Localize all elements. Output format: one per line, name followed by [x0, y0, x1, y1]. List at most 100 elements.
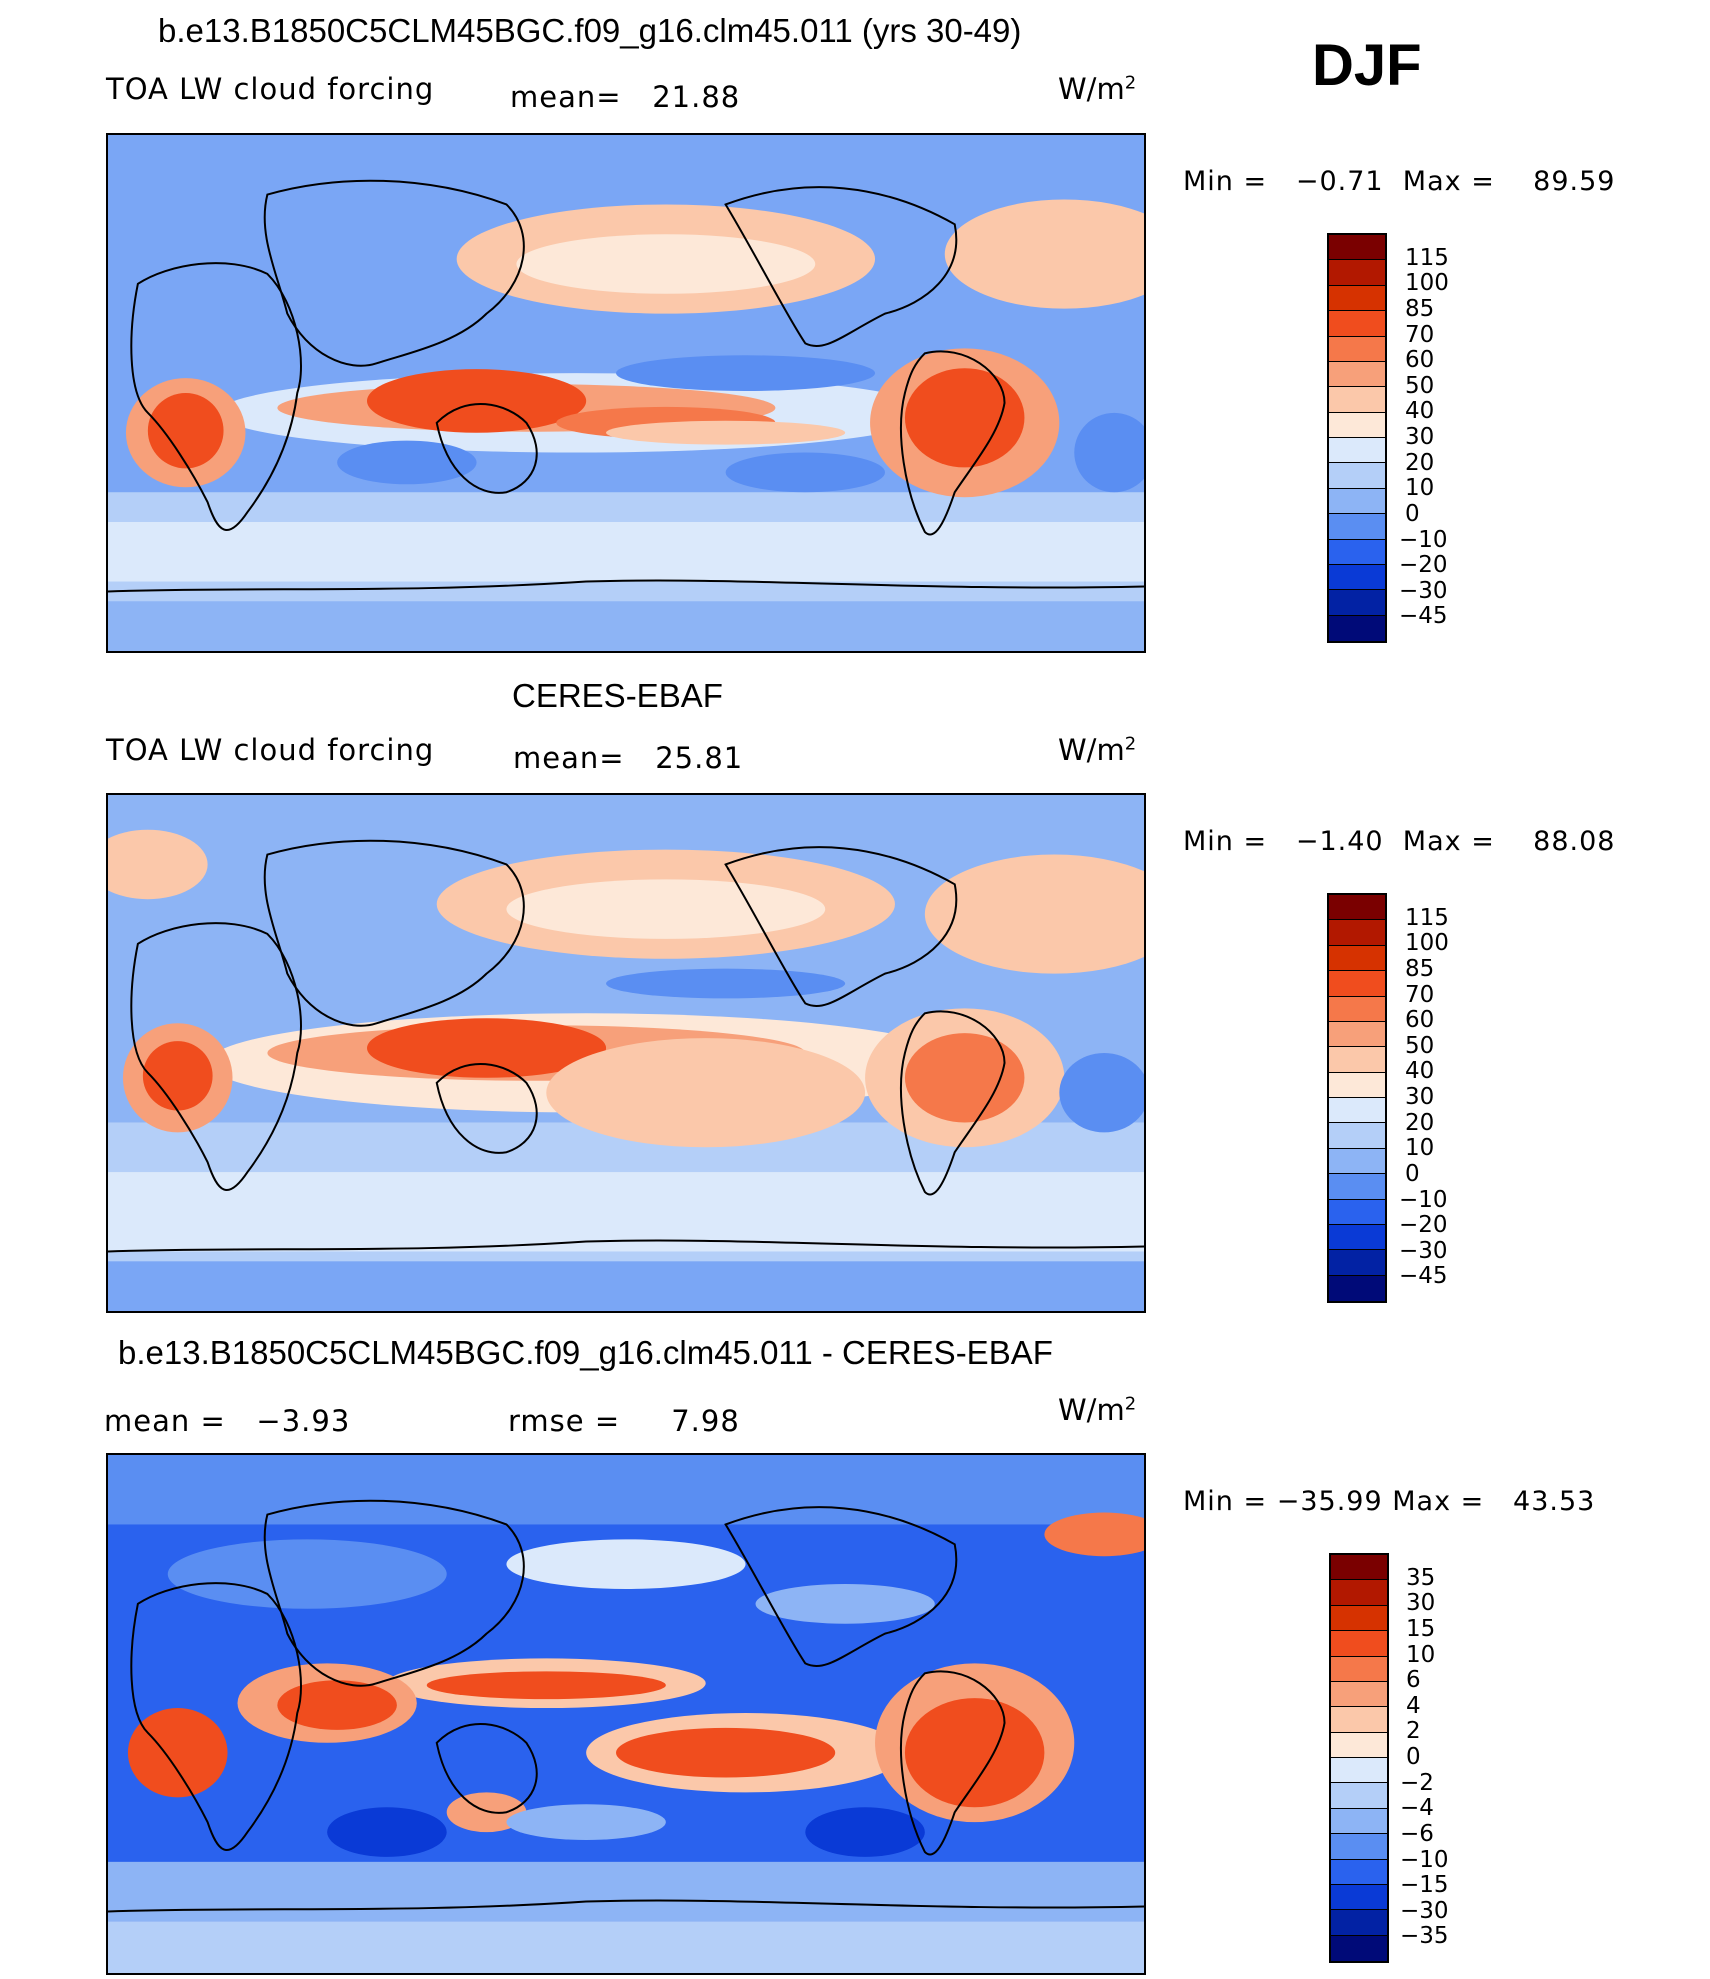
colorbar-swatch [1329, 996, 1385, 1022]
colorbar-swatch [1331, 1935, 1387, 1961]
colorbar-swatch [1331, 1681, 1387, 1708]
colorbar-label: 70 [1405, 981, 1435, 1008]
colorbar-swatch [1329, 260, 1385, 286]
panel1-mean: mean= 21.88 [510, 80, 740, 114]
rmse-value: 7.98 [671, 1404, 740, 1438]
colorbar-label: 30 [1406, 1590, 1436, 1617]
max-label: Max = [1402, 826, 1495, 857]
colorbar-swatch [1329, 336, 1385, 362]
colorbar-label: −45 [1399, 1263, 1448, 1290]
colorbar-swatch [1331, 1910, 1387, 1936]
colorbar-label: −10 [1400, 1846, 1449, 1873]
colorbar-swatch [1331, 1732, 1387, 1758]
max-value: 43.53 [1513, 1486, 1596, 1517]
colorbar-swatch [1329, 285, 1385, 312]
colorbar-label: −30 [1399, 1237, 1448, 1264]
panel1-minmax: Min = −0.71 Max = 89.59 [1183, 166, 1615, 197]
units-exponent: 2 [1124, 733, 1137, 755]
colorbar-label: −20 [1399, 552, 1448, 579]
colorbar-label: 60 [1405, 1007, 1435, 1034]
max-label: Max = [1402, 166, 1495, 197]
colorbar-swatch [1331, 1631, 1387, 1657]
colorbar-label: 0 [1406, 1744, 1421, 1770]
panel2-map [106, 793, 1146, 1313]
colorbar-label: 115 [1405, 904, 1449, 931]
panel3-mean: mean = −3.93 [104, 1404, 350, 1438]
colorbar-swatch [1331, 1605, 1387, 1632]
colorbar-swatch [1329, 1174, 1385, 1200]
max-value: 88.08 [1533, 826, 1616, 857]
colorbar-label: −20 [1399, 1212, 1448, 1239]
colorbar-swatch [1329, 1098, 1385, 1124]
colorbar-swatch [1329, 463, 1385, 489]
colorbar-label: 30 [1405, 1084, 1435, 1110]
units-exponent: 2 [1124, 1393, 1137, 1415]
colorbar-swatch [1329, 1199, 1385, 1225]
min-value: −35.99 [1276, 1486, 1383, 1517]
colorbar-label: 85 [1405, 955, 1435, 982]
panel2-title: CERES-EBAF [512, 677, 723, 714]
panel3-colorbar [1329, 1553, 1389, 1963]
panel1-units: W/m2 [1058, 72, 1136, 106]
colorbar-swatch [1329, 1224, 1385, 1251]
min-label: Min = [1183, 1486, 1268, 1517]
colorbar-label: −2 [1400, 1769, 1434, 1796]
colorbar-label: −15 [1400, 1872, 1449, 1899]
colorbar-swatch [1329, 1275, 1385, 1301]
colorbar-swatch [1331, 1808, 1387, 1835]
panel3-minmax: Min = −35.99 Max = 43.53 [1183, 1486, 1595, 1517]
colorbar-swatch [1331, 1656, 1387, 1682]
panel3-units: W/m2 [1058, 1393, 1136, 1427]
colorbar-swatch [1331, 1555, 1387, 1581]
colorbar-label: 10 [1405, 475, 1435, 502]
colorbar-label: 85 [1405, 295, 1435, 322]
colorbar-label: 0 [1405, 500, 1420, 527]
colorbar-label: −4 [1400, 1795, 1434, 1822]
colorbar-label: 15 [1406, 1615, 1436, 1642]
colorbar-swatch [1329, 895, 1385, 921]
panel3-map [106, 1453, 1146, 1975]
panel2-minmax: Min = −1.40 Max = 88.08 [1183, 826, 1615, 857]
colorbar-swatch [1329, 387, 1385, 413]
colorbar-label: −35 [1400, 1923, 1449, 1950]
colorbar-label: 10 [1406, 1641, 1436, 1668]
panel3-title: b.e13.B1850C5CLM45BGC.f09_g16.clm45.011 … [118, 1334, 1053, 1371]
colorbar-swatch [1329, 438, 1385, 464]
colorbar-swatch [1329, 235, 1385, 261]
colorbar-label: 100 [1405, 270, 1449, 297]
colorbar-swatch [1331, 1859, 1387, 1885]
max-label: Max = [1392, 1486, 1485, 1517]
colorbar-label: 100 [1405, 930, 1449, 957]
panel1-colorbar [1327, 233, 1387, 643]
min-label: Min = [1183, 166, 1268, 197]
panel2-colorbar [1327, 893, 1387, 1303]
colorbar-label: 50 [1405, 1032, 1435, 1059]
colorbar-label: 2 [1406, 1718, 1421, 1745]
colorbar-label: 50 [1405, 372, 1435, 399]
colorbar-label: 70 [1405, 321, 1435, 348]
mean-label: mean= [513, 741, 625, 775]
min-label: Min = [1183, 826, 1268, 857]
colorbar-label: −30 [1399, 577, 1448, 604]
units-text: W/m [1058, 733, 1125, 767]
colorbar-swatch [1331, 1758, 1387, 1784]
colorbar-swatch [1329, 412, 1385, 438]
units-text: W/m [1058, 72, 1125, 106]
colorbar-swatch [1329, 1021, 1385, 1048]
panel1-map [106, 133, 1146, 653]
colorbar-label: 35 [1406, 1564, 1436, 1591]
colorbar-swatch [1329, 971, 1385, 997]
units-exponent: 2 [1124, 72, 1137, 94]
colorbar-swatch [1329, 1072, 1385, 1098]
colorbar-label: 4 [1406, 1692, 1421, 1719]
colorbar-label: 20 [1405, 1109, 1435, 1136]
colorbar-swatch [1331, 1783, 1387, 1809]
min-value: −1.40 [1295, 826, 1384, 857]
mean-label: mean= [510, 80, 622, 114]
colorbar-label: 10 [1405, 1135, 1435, 1162]
colorbar-swatch [1329, 488, 1385, 515]
min-value: −0.71 [1295, 166, 1384, 197]
colorbar-swatch [1329, 1123, 1385, 1149]
colorbar-swatch [1329, 514, 1385, 540]
colorbar-swatch [1329, 311, 1385, 337]
